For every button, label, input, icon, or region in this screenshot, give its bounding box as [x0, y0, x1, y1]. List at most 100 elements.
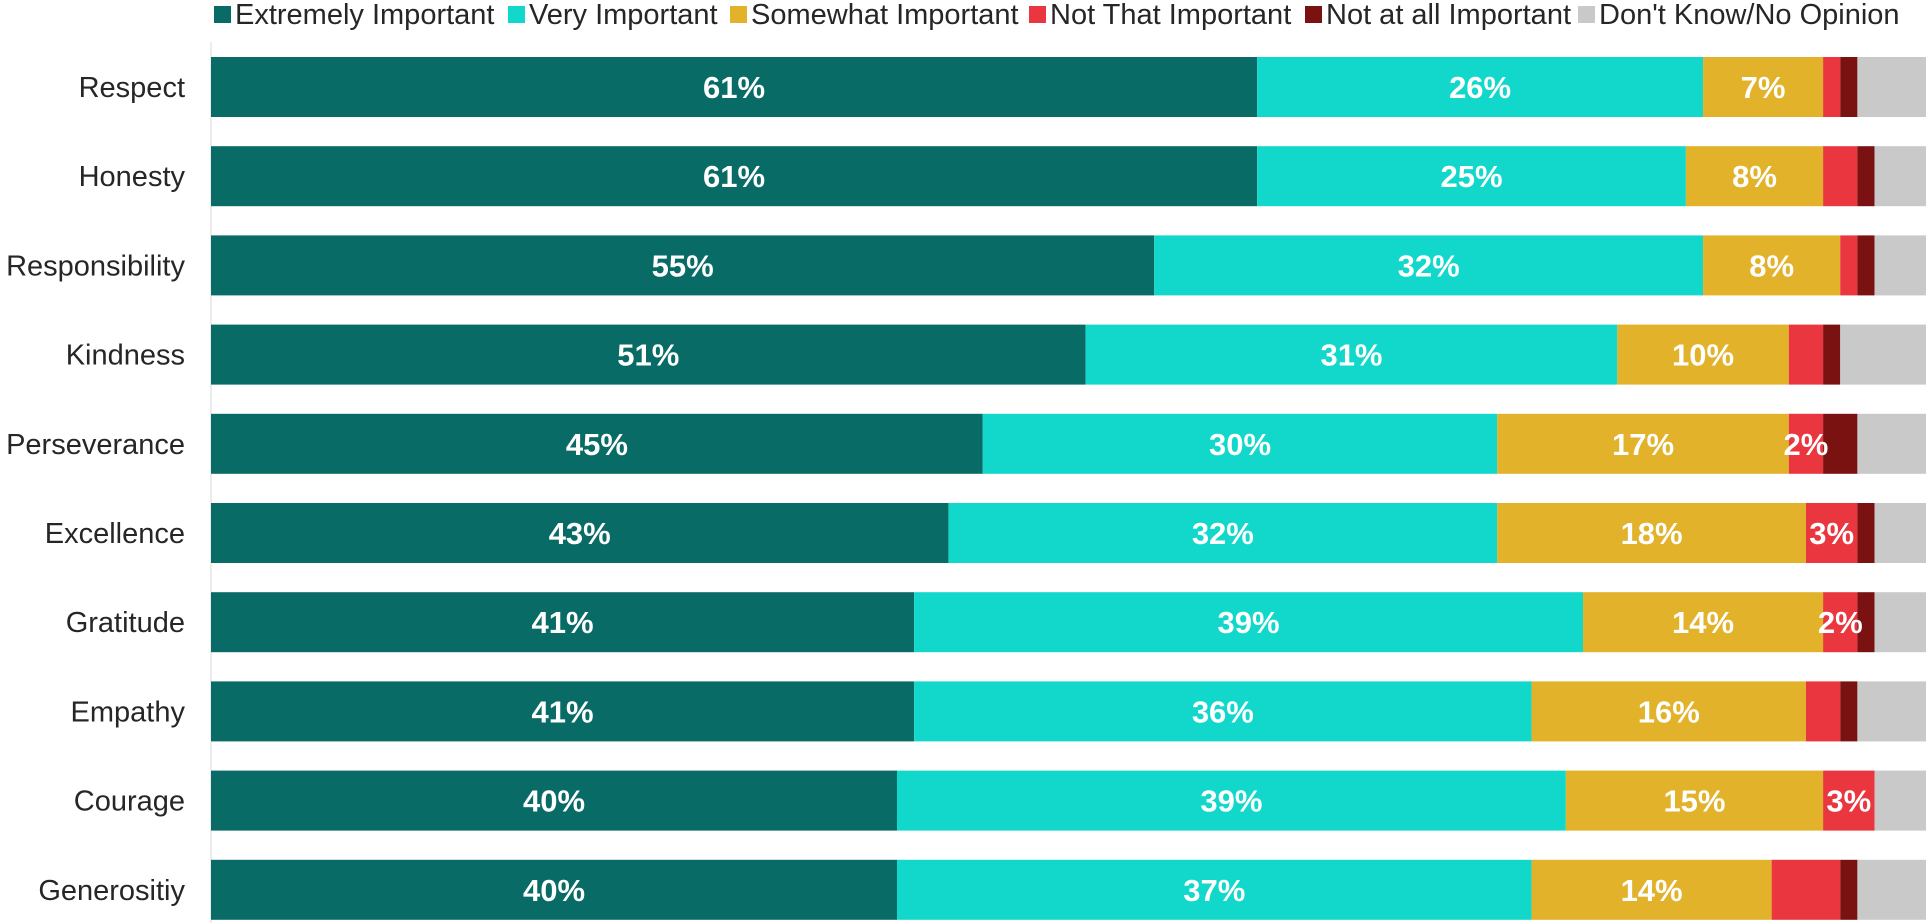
data-label-somewhat-important: 14% — [1621, 873, 1683, 908]
data-label-not-that-important: 3% — [1826, 784, 1871, 819]
category-axis: Respect Honesty Responsibility Kindness Pers… — [6, 42, 212, 923]
bar-segment-not-that-important — [1788, 324, 1824, 385]
bars — [211, 57, 1926, 920]
bar-segment-extremely-important — [211, 146, 1258, 207]
legend: Extremely Important Very Important Somewha… — [214, 0, 1900, 31]
bar-segment-not-at-all-important — [1840, 681, 1858, 742]
legend-swatch — [214, 6, 231, 23]
bar-segment-somewhat-important — [1531, 681, 1806, 742]
bar-segment-not-that-important — [1840, 235, 1858, 296]
legend-item-extremely-important: Extremely Important — [214, 0, 494, 31]
category-label-excellence: Excellence — [45, 518, 185, 550]
legend-swatch — [508, 6, 525, 23]
data-label-extremely-important: 40% — [523, 873, 585, 908]
bar-segment-don-t-know-no-opinion — [1840, 324, 1926, 385]
category-label-perseverance: Perseverance — [6, 429, 185, 461]
bar-row-respect — [211, 57, 1926, 117]
data-label-very-important: 36% — [1192, 694, 1254, 729]
data-label-somewhat-important: 10% — [1672, 338, 1734, 373]
data-label-extremely-important: 41% — [532, 605, 594, 640]
legend-label: Don't Know/No Opinion — [1599, 0, 1900, 31]
data-label-very-important: 37% — [1183, 873, 1245, 908]
category-label-generositiy: Generositiy — [38, 875, 185, 907]
data-label-somewhat-important: 18% — [1621, 516, 1683, 551]
bar-segment-not-at-all-important — [1857, 235, 1875, 296]
bar-segment-somewhat-important — [1497, 413, 1789, 474]
legend-item-somewhat-important: Somewhat Important — [730, 0, 1019, 31]
bar-segment-extremely-important — [211, 324, 1086, 385]
bar-segment-not-at-all-important — [1840, 859, 1858, 920]
bar-segment-somewhat-important — [1703, 57, 1824, 117]
bar-segment-somewhat-important — [1617, 324, 1789, 385]
legend-swatch — [730, 6, 747, 23]
bar-segment-very-important — [982, 413, 1498, 474]
legend-item-not-at-all-important: Not at all Important — [1305, 0, 1571, 31]
data-label-somewhat-important: 8% — [1732, 159, 1777, 194]
bar-segment-not-at-all-important — [1857, 503, 1875, 563]
category-label-empathy: Empathy — [71, 696, 186, 728]
bar-segment-not-that-important — [1823, 770, 1875, 831]
bar-segment-not-that-important — [1788, 413, 1824, 474]
legend-label: Very Important — [529, 0, 718, 31]
data-label-somewhat-important: 16% — [1638, 694, 1700, 729]
bar-segment-not-that-important — [1823, 146, 1858, 207]
legend-item-don-t-know-no-opinion: Don't Know/No Opinion — [1578, 0, 1900, 31]
bar-segment-somewhat-important — [1565, 770, 1824, 831]
bar-row-honesty — [211, 146, 1926, 207]
bar-segment-not-that-important — [1805, 681, 1841, 742]
legend-label: Somewhat Important — [751, 0, 1019, 31]
bar-segment-not-at-all-important — [1823, 324, 1841, 385]
data-labels: 61% 26% 7% 61% 25% 8% 55% 32% 8% 51% 31% 10% 45% 30% 1… — [523, 70, 1871, 908]
bar-segment-very-important — [897, 770, 1566, 831]
legend-label: Not That Important — [1050, 0, 1291, 31]
data-label-extremely-important: 51% — [617, 338, 679, 373]
bar-segment-somewhat-important — [1685, 146, 1824, 207]
data-label-very-important: 39% — [1218, 605, 1280, 640]
legend-item-not-that-important: Not That Important — [1029, 0, 1291, 31]
bar-segment-extremely-important — [211, 859, 897, 920]
bar-row-empathy — [211, 681, 1926, 742]
bar-segment-extremely-important — [211, 503, 949, 563]
data-label-not-that-important: 2% — [1818, 605, 1863, 640]
category-label-courage: Courage — [74, 786, 185, 818]
data-label-somewhat-important: 7% — [1741, 70, 1786, 105]
bar-segment-not-at-all-important — [1840, 57, 1858, 117]
data-label-extremely-important: 41% — [532, 694, 594, 729]
bar-segment-very-important — [1085, 324, 1618, 385]
bar-row-generositiy — [211, 859, 1926, 920]
bar-segment-don-t-know-no-opinion — [1857, 681, 1926, 742]
data-label-somewhat-important: 17% — [1612, 427, 1674, 462]
bar-segment-don-t-know-no-opinion — [1857, 859, 1926, 920]
data-label-very-important: 25% — [1440, 159, 1502, 194]
bar-segment-not-that-important — [1823, 57, 1841, 117]
category-label-responsibility: Responsibility — [6, 250, 185, 282]
bar-segment-very-important — [1257, 57, 1704, 117]
data-label-very-important: 32% — [1192, 516, 1254, 551]
bar-segment-extremely-important — [211, 235, 1155, 296]
bar-segment-don-t-know-no-opinion — [1874, 146, 1926, 207]
bar-segment-not-at-all-important — [1823, 413, 1858, 474]
bar-row-kindness — [211, 324, 1926, 385]
bar-segment-not-at-all-important — [1857, 592, 1875, 653]
data-label-somewhat-important: 8% — [1749, 248, 1794, 283]
bar-row-responsibility — [211, 235, 1926, 296]
bar-segment-somewhat-important — [1583, 592, 1824, 653]
data-label-extremely-important: 40% — [523, 784, 585, 819]
bar-segment-very-important — [948, 503, 1498, 563]
legend-label: Extremely Important — [235, 0, 494, 31]
bar-row-perseverance — [211, 413, 1926, 474]
bar-row-gratitude — [211, 592, 1926, 653]
category-label-honesty: Honesty — [79, 161, 186, 193]
bar-segment-extremely-important — [211, 592, 915, 653]
data-label-extremely-important: 61% — [703, 159, 765, 194]
bar-segment-don-t-know-no-opinion — [1874, 770, 1926, 831]
data-label-extremely-important: 43% — [549, 516, 611, 551]
data-label-somewhat-important: 15% — [1663, 784, 1725, 819]
bar-segment-somewhat-important — [1497, 503, 1806, 563]
category-label-gratitude: Gratitude — [66, 607, 185, 639]
data-label-very-important: 26% — [1449, 70, 1511, 105]
bar-segment-very-important — [1257, 146, 1686, 207]
bar-segment-extremely-important — [211, 681, 915, 742]
category-label-respect: Respect — [79, 72, 185, 104]
legend-label: Not at all Important — [1326, 0, 1571, 31]
